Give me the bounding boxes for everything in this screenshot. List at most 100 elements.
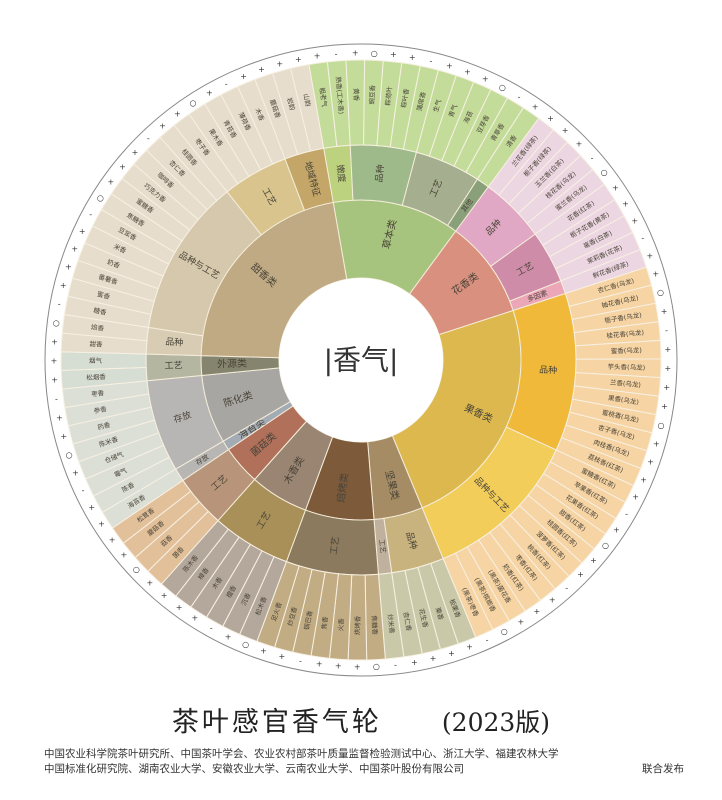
intensity-mark: + [646,251,653,260]
leaf-label: 芋头香(乌龙) [608,362,646,372]
intensity-mark: + [665,364,672,373]
center-circle [279,278,443,442]
intensity-mark: + [464,68,471,77]
leaf-label: 烘烤香 [353,615,362,635]
group-label: 品种 [539,363,558,376]
intensity-mark: + [119,162,126,171]
intensity-mark: + [534,607,541,616]
intensity-mark: + [653,439,660,448]
intensity-mark: + [576,139,583,148]
publishers-line-1: 中国农业科学院茶叶研究所、中国茶叶学会、农业农村部茶叶质量监督检验测试中心、浙江… [44,748,559,760]
intensity-mark: + [352,49,359,58]
intensity-mark: + [120,550,127,559]
intensity-mark: + [562,126,569,135]
leaf-label: 熟香(工木香) [334,76,346,114]
intensity-mark: + [335,662,342,671]
intensity-mark: + [174,109,181,118]
intensity-mark: ○ [53,318,60,327]
intensity-mark: ○ [602,541,609,550]
intensity-mark: + [88,503,95,512]
intensity-mark: + [60,432,67,441]
intensity-mark: + [652,270,659,279]
aroma-wheel: 草本类嫩度粗老气+熟香(工木香)-品种黄香+豌豆香○粽荷叶+粽叶香+蒲席香-工艺… [44,43,678,677]
leaf-label: 焙香 [91,322,105,333]
leaf-label: 火香 [336,617,346,631]
intensity-mark: + [613,526,620,535]
intensity-mark: + [276,59,283,68]
center-label: |香气| [324,344,399,377]
intensity-mark: + [108,177,115,186]
intensity-mark: - [641,234,644,243]
leaf-label: 参香 [93,404,108,415]
leaf-label: 粗老气 [318,87,330,108]
intensity-mark: ○ [242,640,249,649]
intensity-mark: + [225,632,232,641]
leaf-label: 炒米香 [386,614,397,635]
intensity-mark: + [532,103,539,112]
intensity-mark: - [299,656,302,665]
intensity-mark: + [51,337,58,346]
intensity-mark: ○ [97,193,104,202]
intensity-mark: - [82,486,85,495]
title-text: 茶叶感官香气轮 [171,707,382,738]
leaf-label: 青气 [446,103,459,119]
intensity-mark: ○ [499,83,506,92]
intensity-mark: + [663,383,670,392]
outer-border-circle [44,43,678,677]
intensity-mark: + [56,414,63,423]
intensity-mark: + [176,603,183,612]
intensity-mark: + [547,114,554,123]
leaf-label: 粽荷叶 [383,85,394,106]
intensity-mark: + [146,578,153,587]
intensity-mark: ○ [190,99,197,108]
intensity-mark: + [240,72,247,81]
intensity-mark: - [225,80,228,89]
leaf-label: 杏仁香 [401,611,413,632]
intensity-mark: - [58,300,61,309]
intensity-mark: + [430,654,437,663]
intensity-mark: + [132,148,139,157]
intensity-mark: ○ [66,450,73,459]
publishers-line-2: 中国标准化研究院、湖南农业大学、安徽农业大学、云南农业大学、中国茶叶股份有限公司… [44,761,684,776]
intensity-mark: ○ [133,565,140,574]
intensity-mark: - [429,57,432,66]
group-label: 工艺 [164,360,182,372]
intensity-mark: + [98,519,105,528]
intensity-mark: + [316,660,323,669]
group-label: 工艺 [328,536,341,555]
leaf-segment[interactable] [60,351,147,371]
intensity-mark: + [482,75,489,84]
intensity-mark: - [565,583,568,592]
intensity-mark: + [65,263,72,272]
group-label: 工艺 [377,539,387,554]
intensity-mark: + [622,200,629,209]
intensity-mark: - [665,326,668,335]
intensity-mark: - [89,210,92,219]
intensity-mark: + [258,65,265,74]
intensity-mark: - [55,395,58,404]
intensity-mark: + [448,649,455,658]
joint-release-text: 联合发布 [642,763,684,775]
group-label: 嫩度 [334,164,348,183]
intensity-mark: ○ [373,662,380,671]
leaf-label: 锅巴香 [302,609,315,630]
intensity-mark: + [109,535,116,544]
leaf-label: 兰香(乌龙) [610,377,642,389]
leaf-label: 生气 [431,98,444,114]
intensity-mark: ○ [657,288,664,297]
chart-title: 茶叶感官香气轮 (2023版) [0,700,722,739]
intensity-mark: + [661,307,668,316]
intensity-mark: - [486,635,489,644]
leaf-label: 烟气 [89,356,103,365]
group-label: 品种 [165,335,184,349]
intensity-mark: ○ [501,627,508,636]
intensity-mark: + [577,570,584,579]
leaf-label: 药香 [96,420,111,432]
intensity-mark: + [590,556,597,565]
leaf-label: 豌豆香 [367,84,377,104]
intensity-mark: + [161,591,168,600]
intensity-mark: + [354,662,361,671]
leaf-segment[interactable] [290,63,325,152]
leaf-label: 黄香 [352,88,361,102]
intensity-mark: + [314,52,321,61]
